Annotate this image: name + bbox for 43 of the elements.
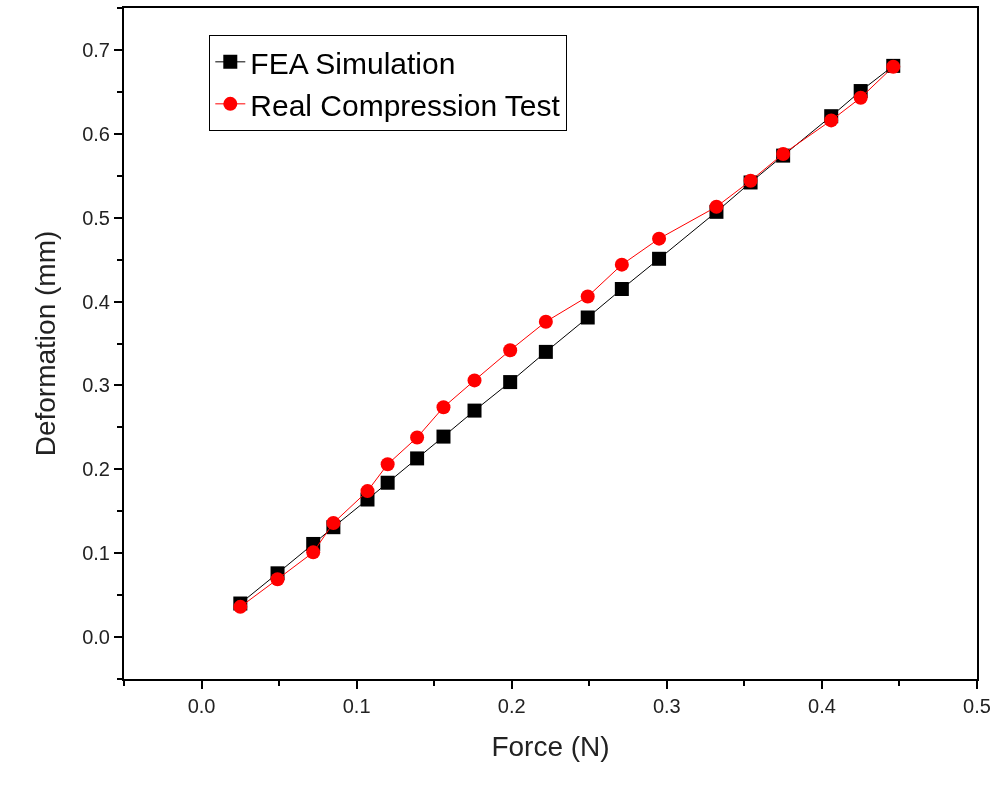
point bbox=[538, 344, 553, 359]
x-tick-label: 0.3 bbox=[652, 695, 681, 717]
point bbox=[360, 484, 375, 499]
point bbox=[538, 314, 553, 329]
point bbox=[326, 515, 341, 530]
legend-label: Real Compression Test bbox=[250, 88, 561, 122]
point bbox=[467, 403, 482, 418]
x-tick-label: 0.1 bbox=[342, 695, 371, 717]
point bbox=[503, 375, 518, 390]
point bbox=[503, 343, 518, 358]
point bbox=[652, 251, 667, 266]
x-tick-label: 0.5 bbox=[963, 695, 991, 717]
point bbox=[467, 373, 482, 388]
y-tick-label: 0.6 bbox=[82, 122, 110, 145]
x-tick-label: 0.0 bbox=[187, 695, 216, 717]
y-tick-label: 0.1 bbox=[82, 542, 110, 565]
point bbox=[380, 457, 395, 472]
point bbox=[436, 429, 451, 444]
legend-label: FEA Simulation bbox=[250, 46, 456, 80]
point bbox=[410, 430, 425, 445]
point bbox=[580, 289, 595, 304]
point bbox=[652, 231, 667, 246]
point bbox=[709, 199, 724, 214]
point bbox=[614, 257, 629, 272]
y-tick-label: 0.5 bbox=[82, 206, 110, 229]
point bbox=[410, 451, 425, 466]
y-tick-label: 0.4 bbox=[82, 290, 110, 313]
x-tick-label: 0.2 bbox=[497, 695, 526, 717]
point bbox=[853, 90, 868, 105]
y-tick-label: 0.0 bbox=[82, 626, 110, 649]
point bbox=[436, 400, 451, 415]
point bbox=[306, 545, 321, 560]
point bbox=[270, 572, 285, 587]
point bbox=[614, 281, 629, 296]
point bbox=[380, 475, 395, 490]
x-tick-label: 0.4 bbox=[808, 695, 836, 717]
y-tick-label: 0.3 bbox=[82, 374, 110, 397]
point bbox=[580, 310, 595, 325]
y-tick-label: 0.2 bbox=[82, 458, 110, 481]
y-axis-title: Deformation (mm) bbox=[30, 230, 62, 457]
x-axis-title: Force (N) bbox=[491, 730, 610, 762]
y-tick-label: 0.7 bbox=[82, 38, 110, 61]
point bbox=[824, 113, 839, 128]
